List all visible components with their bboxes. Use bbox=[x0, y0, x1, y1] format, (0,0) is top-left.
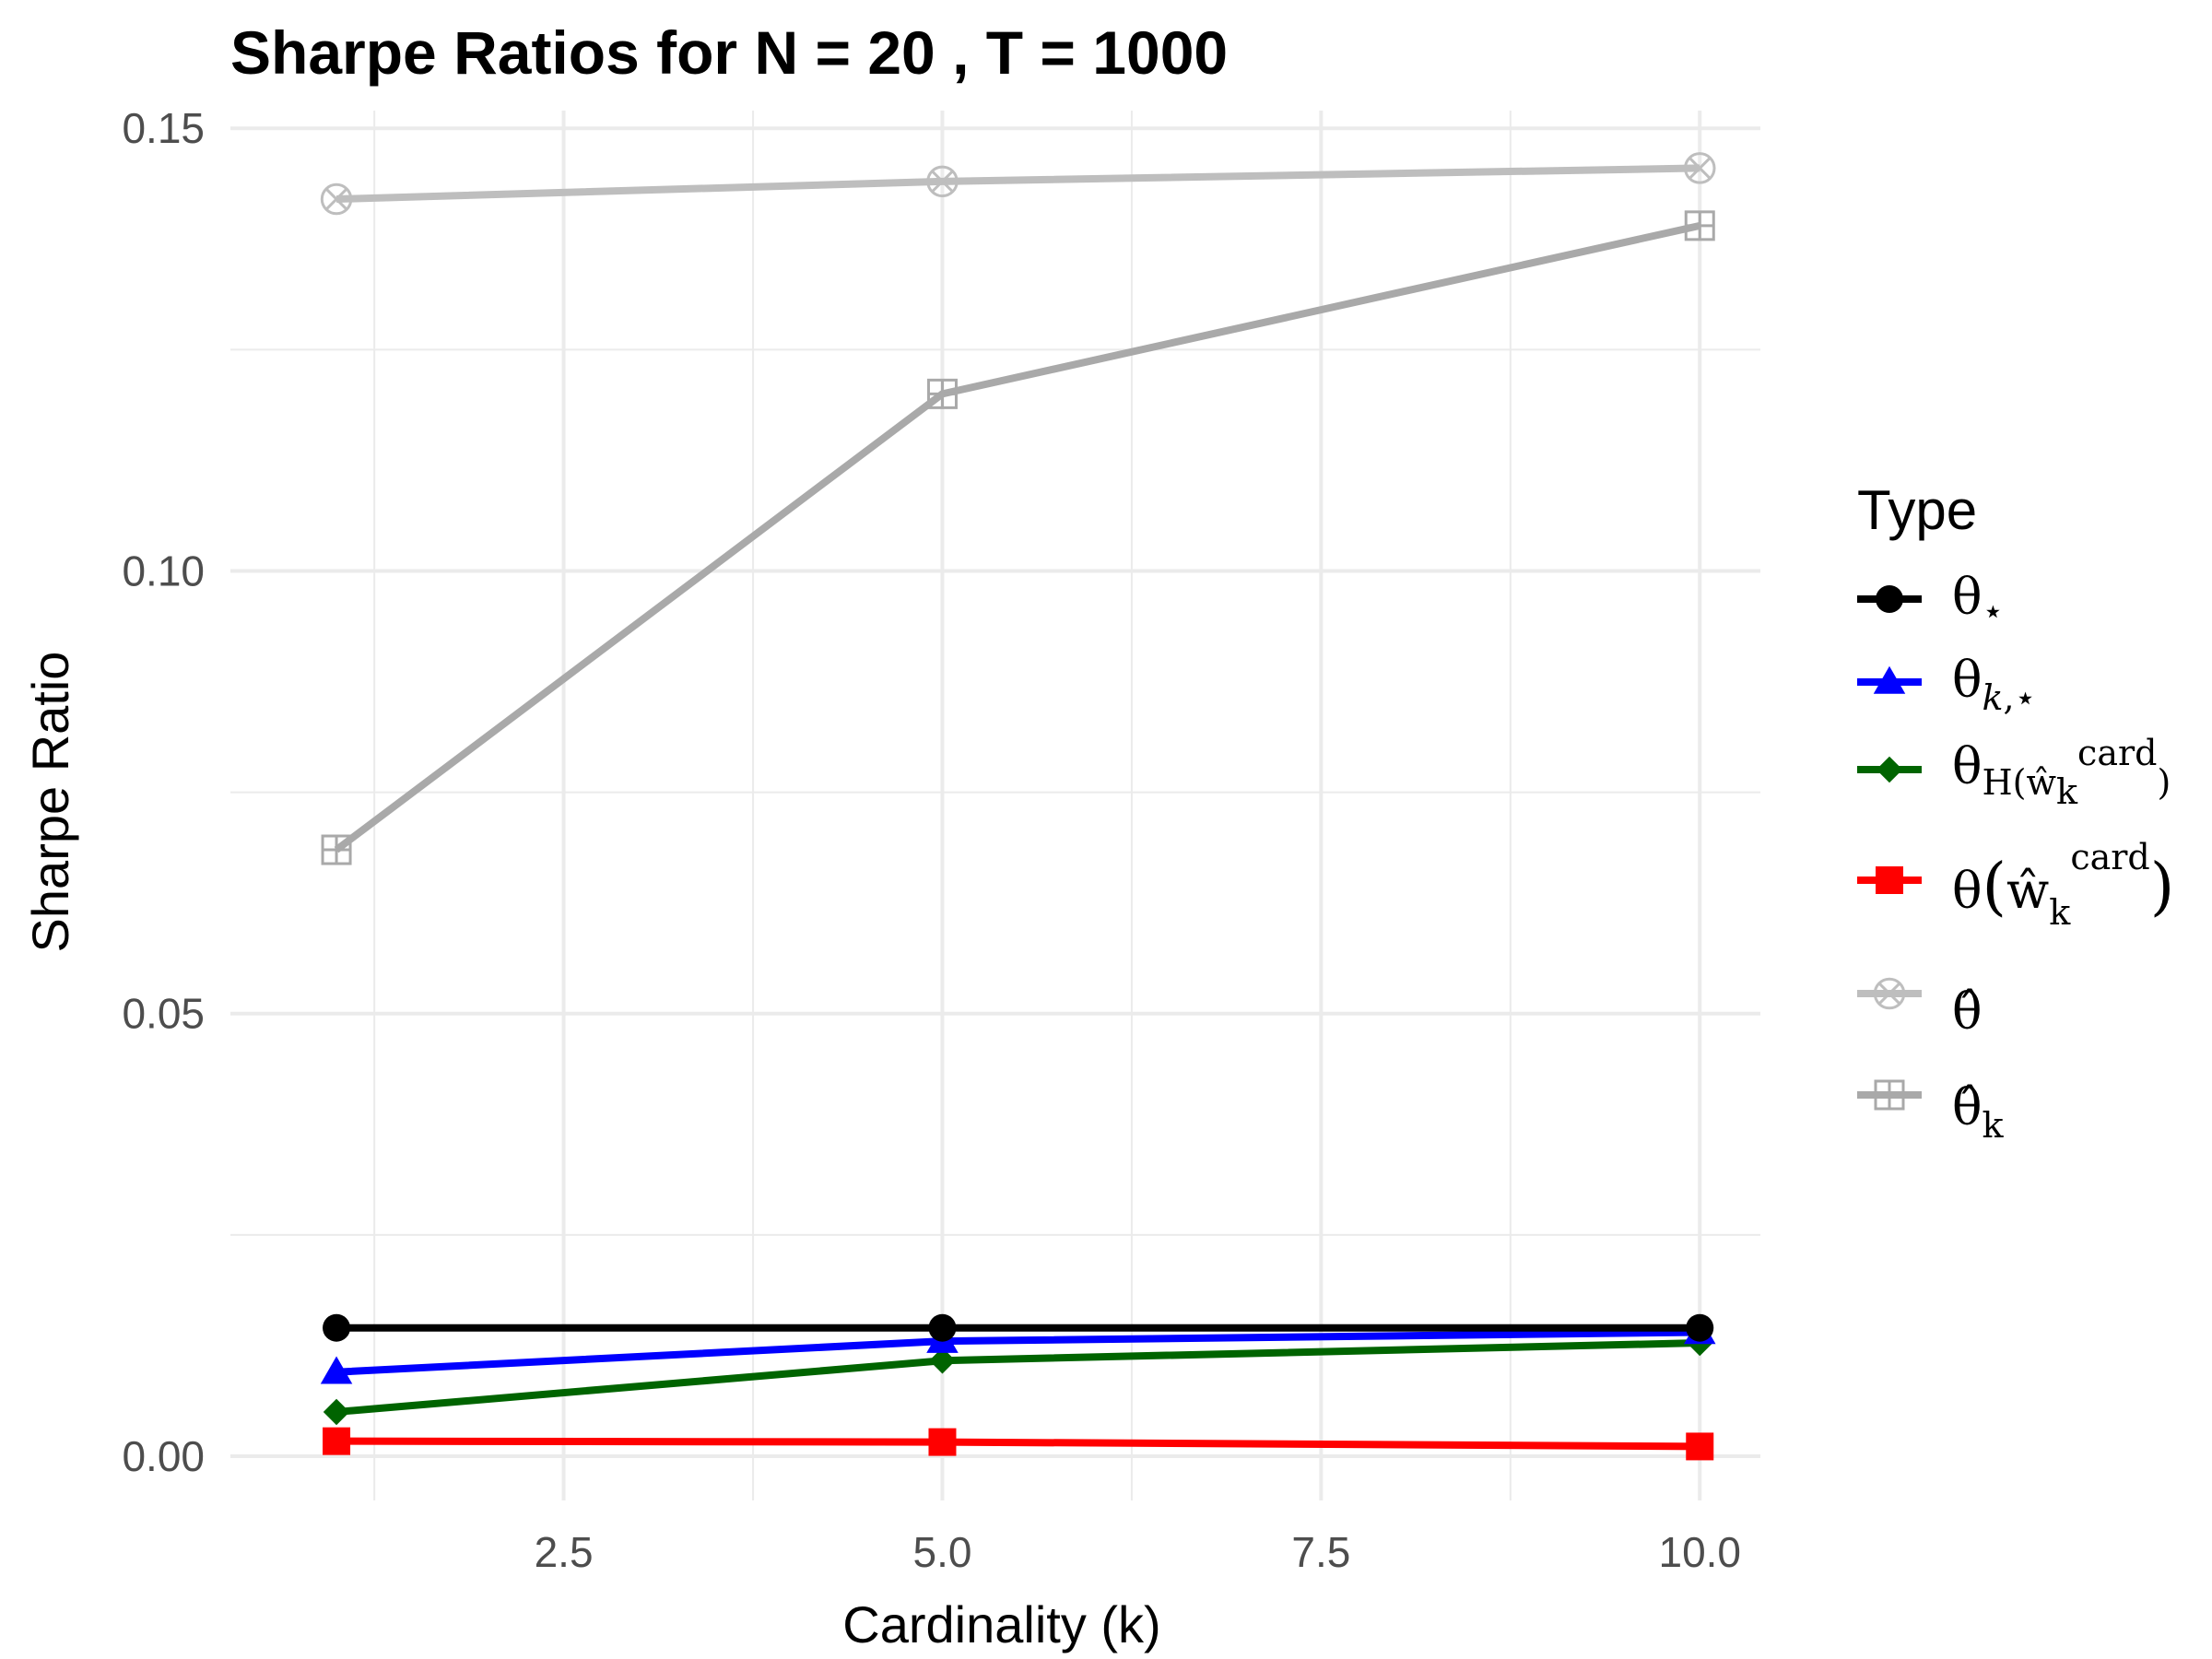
data-point bbox=[1684, 210, 1715, 241]
series-layer bbox=[320, 152, 1716, 1461]
x-tick-label: 2.5 bbox=[535, 1528, 594, 1576]
y-tick-label: 0.00 bbox=[122, 1432, 205, 1480]
data-point bbox=[1873, 977, 1906, 1010]
legend-label-theta-hat-k: θ̂k bbox=[1952, 1078, 2005, 1146]
legend-label-theta-k-star: θk,⋆ bbox=[1952, 651, 2036, 718]
legend-key-theta-star bbox=[1857, 585, 1922, 613]
series-line bbox=[336, 1437, 1700, 1451]
marker-stroke bbox=[1688, 157, 1712, 180]
data-point bbox=[1876, 866, 1903, 894]
x-axis-title: Cardinality (k) bbox=[842, 1595, 1160, 1653]
legend-key-theta-hat bbox=[1857, 977, 1922, 1010]
data-point bbox=[928, 1428, 957, 1456]
y-tick-label: 0.10 bbox=[122, 547, 205, 594]
marker-stroke bbox=[1877, 982, 1901, 1006]
legend-item-theta-hat: θ̂ bbox=[1857, 977, 1983, 1041]
series-5 bbox=[321, 210, 1715, 865]
series-0 bbox=[323, 1313, 1714, 1342]
data-point bbox=[929, 1347, 956, 1374]
data-point bbox=[926, 165, 959, 198]
data-point bbox=[1684, 152, 1716, 184]
marker-stroke bbox=[931, 170, 954, 194]
data-point bbox=[1686, 1313, 1714, 1342]
legend-item-theta-h-wk-card: θH(ŵkcard) bbox=[1857, 733, 2171, 812]
data-point bbox=[928, 1313, 957, 1342]
y-tick-label: 0.05 bbox=[122, 990, 205, 1038]
data-point bbox=[323, 1313, 351, 1342]
legend-title: Type bbox=[1857, 479, 1977, 541]
marker-stroke bbox=[324, 187, 348, 211]
data-point bbox=[926, 378, 958, 409]
legend-label-theta-wk-card: θ(ŵkcard) bbox=[1952, 837, 2174, 933]
legend-key-theta-hat-k bbox=[1857, 1079, 1922, 1111]
data-point bbox=[1876, 585, 1903, 613]
legend-key-theta-k-star bbox=[1857, 665, 1922, 694]
series-line bbox=[335, 1328, 1700, 1376]
data-point bbox=[1686, 1432, 1714, 1461]
data-point bbox=[321, 834, 352, 865]
series-2 bbox=[323, 1329, 1713, 1426]
legend-item-theta-k-star: θk,⋆ bbox=[1857, 651, 2036, 718]
chart-title: Sharpe Ratios for N = 20 , T = 1000 bbox=[230, 18, 1228, 87]
legend-item-theta-hat-k: θ̂k bbox=[1857, 1078, 2005, 1146]
legend-key-theta-wk-card bbox=[1857, 866, 1922, 894]
grid bbox=[230, 111, 1760, 1500]
series-line bbox=[334, 221, 1701, 853]
marker-ring bbox=[1873, 977, 1906, 1010]
x-tick-label: 5.0 bbox=[912, 1528, 971, 1576]
series-line bbox=[335, 164, 1700, 204]
legend-label-theta-star: θ⋆ bbox=[1952, 568, 2004, 631]
marker-ring bbox=[1684, 152, 1716, 184]
marker-ring bbox=[926, 165, 959, 198]
legend-key-theta-h-wk-card bbox=[1857, 756, 1922, 783]
x-axis-ticks: 2.5 5.0 7.5 10.0 bbox=[535, 1528, 1741, 1576]
data-point bbox=[1873, 665, 1906, 694]
legend-item-theta-wk-card: θ(ŵkcard) bbox=[1857, 837, 2174, 933]
data-point bbox=[320, 182, 353, 216]
series-line bbox=[335, 1339, 1700, 1416]
legend-item-theta-star: θ⋆ bbox=[1857, 568, 2004, 631]
data-point bbox=[1874, 1079, 1905, 1111]
series-3 bbox=[323, 1427, 1714, 1461]
legend: Type θ⋆ θk,⋆ θH(ŵkcard) θ(ŵkcard) θ̂ θ̂k bbox=[1857, 479, 2174, 1146]
data-point bbox=[323, 1398, 350, 1426]
x-tick-label: 7.5 bbox=[1291, 1528, 1350, 1576]
data-point bbox=[323, 1427, 351, 1455]
y-tick-label: 0.15 bbox=[122, 104, 205, 152]
x-tick-label: 10.0 bbox=[1658, 1528, 1741, 1576]
marker-ring bbox=[320, 182, 353, 216]
series-4 bbox=[320, 152, 1716, 216]
y-axis-title: Sharpe Ratio bbox=[21, 652, 79, 953]
data-point bbox=[1876, 756, 1903, 783]
y-axis-ticks: 0.00 0.05 0.10 0.15 bbox=[122, 104, 205, 1480]
legend-label-theta-hat: θ̂ bbox=[1952, 982, 1983, 1041]
legend-label-theta-h-wk-card: θH(ŵkcard) bbox=[1952, 733, 2171, 812]
data-point bbox=[320, 1356, 353, 1384]
